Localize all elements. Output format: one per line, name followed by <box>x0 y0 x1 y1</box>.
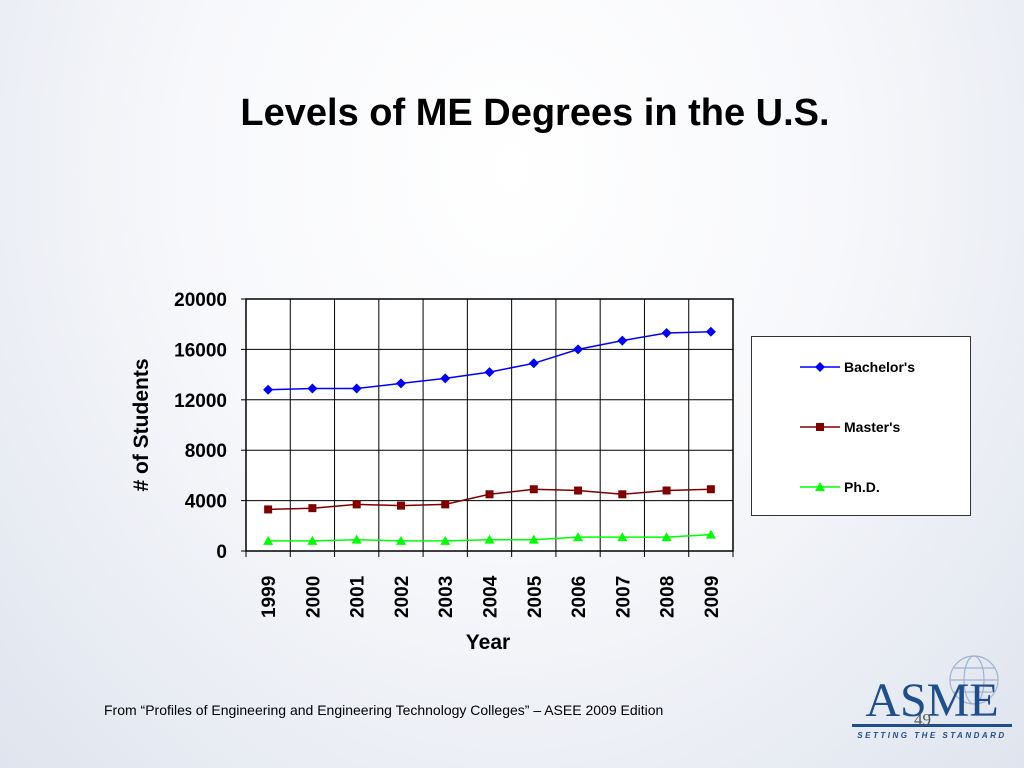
legend-label-masters: Master's <box>844 419 901 435</box>
plot-area <box>246 299 733 551</box>
data-point <box>395 535 406 545</box>
y-tick-label: 16000 <box>174 340 227 361</box>
data-point <box>662 486 671 495</box>
y-axis-ticks: 0 4000 8000 12000 16000 20000 <box>174 290 246 563</box>
data-point <box>618 490 627 499</box>
x-tick-label: 2008 <box>658 576 679 618</box>
data-point <box>705 529 716 539</box>
data-point <box>706 485 715 494</box>
data-point <box>264 505 273 514</box>
data-point <box>617 335 628 346</box>
y-tick-label: 20000 <box>174 290 227 311</box>
legend-swatch-bachelors <box>800 362 840 372</box>
x-tick-label: 1999 <box>259 576 280 618</box>
legend-item-bachelors: Bachelor's <box>800 357 970 377</box>
source-note: From “Profiles of Engineering and Engine… <box>104 702 664 718</box>
y-tick-label: 8000 <box>185 441 227 462</box>
data-point <box>661 532 672 542</box>
legend-label-bachelors: Bachelor's <box>844 359 916 375</box>
slide-title: Levels of ME Degrees in the U.S. <box>240 92 830 134</box>
data-point <box>351 383 362 394</box>
data-point <box>528 358 539 369</box>
data-point <box>352 500 361 509</box>
globe-icon <box>949 655 999 705</box>
chart-legend: Bachelor's Master's Ph.D. <box>751 336 971 516</box>
x-tick-label: 2002 <box>392 576 413 618</box>
data-point <box>351 534 362 544</box>
logo-underline <box>852 724 1012 727</box>
data-point <box>529 485 538 494</box>
data-point <box>661 328 672 339</box>
data-point <box>617 532 628 542</box>
legend-item-masters: Master's <box>800 417 970 437</box>
page-number: 49 <box>914 710 931 729</box>
data-point <box>485 490 494 499</box>
data-point <box>528 534 539 544</box>
data-point <box>307 383 318 394</box>
data-point <box>574 486 583 495</box>
data-point <box>440 535 451 545</box>
x-tick-label: 2009 <box>702 576 723 618</box>
data-point <box>441 500 450 509</box>
legend-swatch-masters <box>800 423 840 431</box>
series-lines <box>263 326 716 545</box>
data-point <box>308 504 317 513</box>
x-axis-ticks: 1999 2000 2001 2002 2003 2004 2005 2006 2007 2008… <box>245 551 734 618</box>
data-point <box>395 378 406 389</box>
data-point <box>484 534 495 544</box>
data-point <box>573 532 584 542</box>
data-point <box>484 367 495 378</box>
legend-item-phd: Ph.D. <box>800 477 970 497</box>
data-point <box>573 344 584 355</box>
asme-logo: ASME SETTING THE STANDARD <box>852 655 1012 740</box>
x-axis-label: Year <box>466 631 510 654</box>
x-tick-label: 2007 <box>613 576 634 618</box>
x-tick-label: 2001 <box>348 575 369 618</box>
y-tick-label: 0 <box>216 542 227 563</box>
y-tick-label: 4000 <box>185 492 227 513</box>
legend-label-phd: Ph.D. <box>844 479 880 495</box>
data-point <box>396 501 405 510</box>
legend-swatch-phd <box>800 482 840 491</box>
data-point <box>263 384 274 395</box>
x-tick-label: 2005 <box>525 575 546 618</box>
plot-border <box>245 298 734 552</box>
x-tick-label: 2003 <box>436 576 457 618</box>
logo-tagline: SETTING THE STANDARD <box>857 731 1006 740</box>
y-axis-label: # of Students <box>130 358 153 491</box>
data-point <box>263 535 274 545</box>
x-tick-label: 2004 <box>481 575 502 618</box>
logo-wordmark: ASME <box>865 674 998 727</box>
y-tick-label: 12000 <box>174 391 227 412</box>
data-point <box>440 373 451 384</box>
data-point <box>705 326 716 337</box>
x-tick-label: 2000 <box>303 576 324 618</box>
x-tick-label: 2006 <box>569 576 590 618</box>
data-point <box>307 535 318 545</box>
